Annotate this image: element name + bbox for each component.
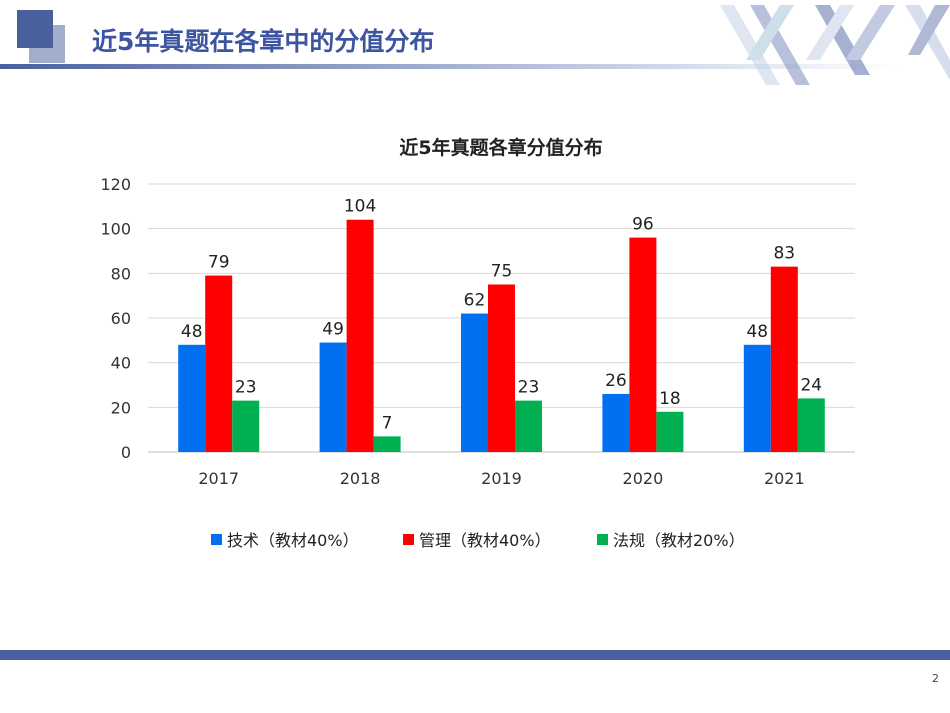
y-tick-label: 100 [100, 220, 131, 239]
bar [488, 284, 515, 452]
bar [743, 344, 771, 452]
legend-swatch [211, 534, 222, 545]
bar [178, 344, 206, 452]
footer-bar [0, 650, 950, 660]
bar [319, 342, 347, 452]
x-tick-label: 2018 [340, 469, 381, 488]
data-label: 7 [382, 413, 393, 433]
bar [346, 219, 374, 452]
y-tick-label: 80 [111, 264, 131, 283]
y-tick-label: 120 [100, 175, 131, 194]
legend-label: 管理（教材40%） [419, 531, 551, 550]
x-tick-label: 2019 [481, 469, 522, 488]
y-tick-label: 0 [121, 443, 131, 462]
x-tick-label: 2017 [198, 469, 239, 488]
data-label: 104 [344, 197, 376, 217]
bar-chart: 近5年真题各章分值分布 0 20 40 60 80 100 120 2017 48 79 23 201… [100, 136, 855, 550]
y-tick-label: 20 [111, 398, 131, 417]
data-label: 49 [322, 320, 344, 340]
data-label: 75 [491, 262, 513, 282]
bar [602, 393, 630, 452]
y-tick-label: 60 [111, 309, 131, 328]
legend-swatch [403, 534, 414, 545]
data-label: 96 [632, 215, 654, 235]
x-tick-label: 2021 [764, 469, 805, 488]
data-label: 62 [464, 291, 486, 311]
bar [461, 313, 488, 452]
bar [205, 275, 233, 452]
legend-swatch [597, 534, 608, 545]
data-label: 18 [659, 389, 681, 409]
y-tick-label: 40 [111, 354, 131, 373]
bar [629, 237, 657, 452]
data-label: 79 [208, 253, 230, 273]
data-label: 24 [800, 375, 822, 395]
data-label: 48 [181, 322, 203, 342]
bar [232, 400, 260, 452]
data-label: 83 [773, 244, 795, 264]
header-divider [0, 64, 900, 69]
bar [373, 436, 401, 452]
data-label: 23 [235, 378, 257, 398]
data-label: 48 [746, 322, 768, 342]
slide-title: 近5年真题在各章中的分值分布 [92, 27, 435, 56]
decor-stripes [720, 5, 950, 85]
bar [515, 400, 542, 452]
bar [797, 398, 825, 452]
data-label: 23 [518, 378, 540, 398]
chart-title: 近5年真题各章分值分布 [399, 136, 602, 159]
bar [770, 266, 798, 452]
x-tick-label: 2020 [623, 469, 664, 488]
legend-label: 技术（教材40%） [227, 531, 359, 550]
decor-square-dark [17, 10, 53, 48]
legend-label: 法规（教材20%） [613, 531, 745, 550]
data-label: 26 [605, 371, 627, 391]
bar [656, 411, 684, 452]
page-number: 2 [932, 672, 939, 685]
